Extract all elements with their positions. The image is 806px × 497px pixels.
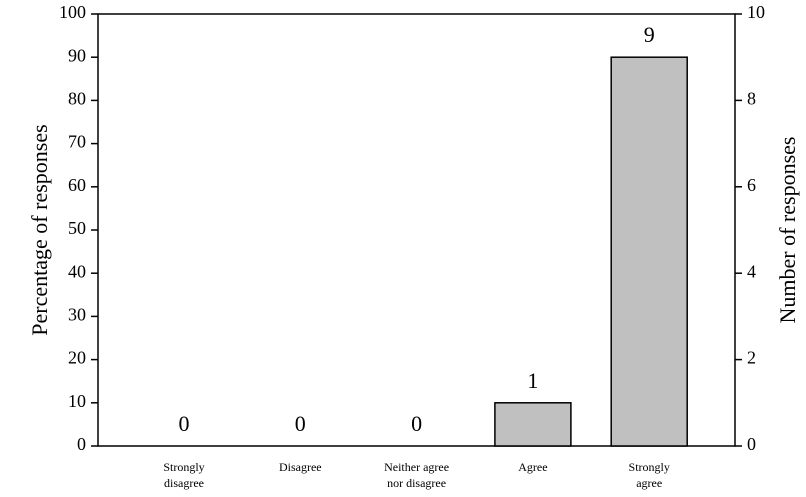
y2-tick-label: 4 [747,261,756,281]
y-tick-label: 90 [68,45,86,65]
y2-tick-label: 8 [747,89,756,109]
y-tick-label: 80 [68,89,86,109]
y-tick-label: 50 [68,218,86,238]
y2-tick-label: 10 [747,2,765,22]
y2-tick-label: 0 [747,434,756,454]
bar [494,402,572,447]
data-label: 0 [411,411,422,436]
y-tick-label: 100 [59,2,86,22]
y-tick-label: 30 [68,305,86,325]
x-tick-label: Strongly agree [629,460,670,490]
data-label: 0 [179,411,190,436]
data-label: 1 [527,368,538,393]
y2-tick-label: 2 [747,348,756,368]
data-label: 9 [644,22,655,47]
x-tick-label: Agree [518,460,547,474]
x-tick-label: Neither agree nor disagree [384,460,449,490]
data-label: 0 [295,411,306,436]
y-tick-label: 60 [68,175,86,195]
x-tick-label: Disagree [279,460,322,474]
y-tick-label: 40 [68,261,86,281]
y-tick-label: 0 [77,434,86,454]
y2-axis-title: Number of responses [775,137,800,324]
x-tick-label: Strongly disagree [163,460,204,490]
bar [610,56,688,447]
y2-tick-label: 6 [747,175,756,195]
y-tick-label: 70 [68,132,86,152]
y-tick-label: 10 [68,391,86,411]
y-tick-label: 20 [68,348,86,368]
y-axis-title: Percentage of responses [27,124,52,335]
